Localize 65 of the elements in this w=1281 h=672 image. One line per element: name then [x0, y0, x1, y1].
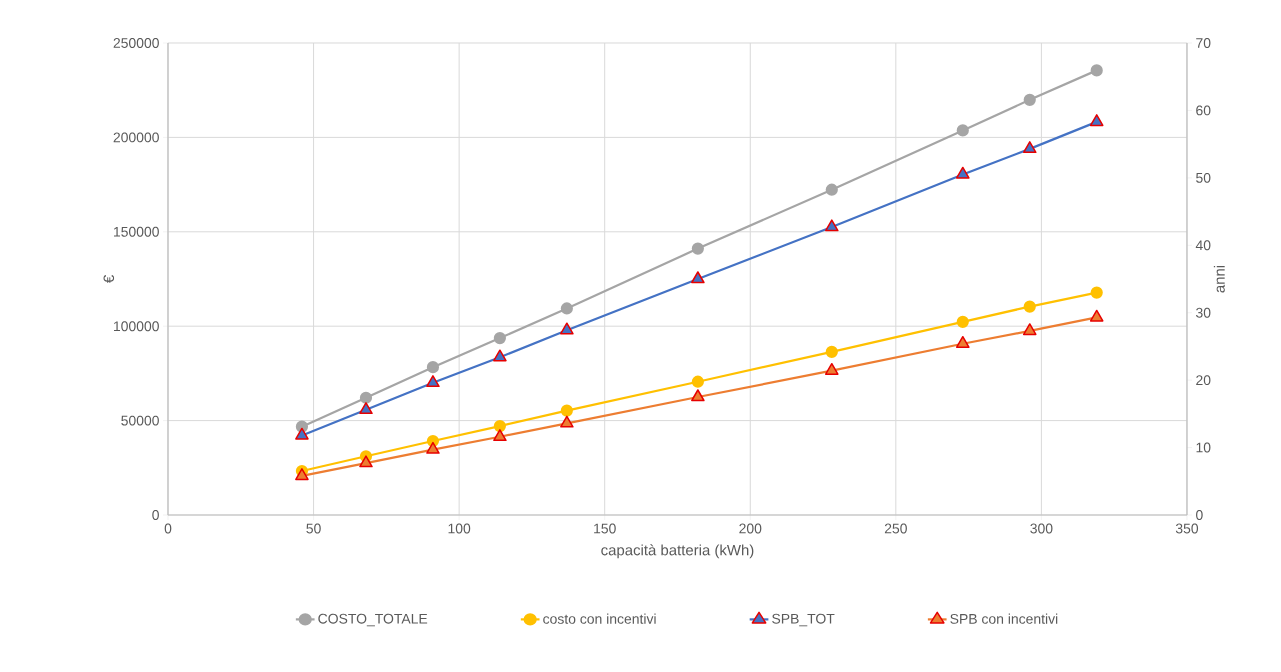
x-tick-label: 100 — [448, 523, 471, 534]
point — [560, 415, 574, 428]
point — [691, 242, 704, 255]
point — [295, 427, 309, 440]
point — [825, 345, 838, 358]
point — [1090, 286, 1103, 299]
x-tick-label: 350 — [1175, 523, 1199, 534]
x-tick-label: 300 — [1030, 523, 1053, 534]
point — [1022, 323, 1037, 336]
point — [493, 429, 507, 442]
point — [691, 271, 705, 284]
point — [691, 375, 704, 388]
y-tick-label: 150000 — [114, 226, 159, 237]
y2-tick-label: 60 — [1196, 105, 1211, 116]
y2-tick-label: 40 — [1195, 240, 1211, 251]
y-axis-title: € — [103, 275, 115, 284]
point — [825, 183, 838, 196]
point — [824, 219, 839, 232]
y2-tick-label: 0 — [1196, 510, 1203, 520]
point — [493, 349, 507, 362]
legend-label: SPB con incentivi — [950, 613, 1058, 624]
point — [560, 404, 573, 417]
point — [956, 124, 969, 137]
point — [1022, 141, 1037, 154]
point — [493, 331, 506, 345]
x-tick-label: 250 — [884, 523, 907, 534]
y2-tick-label: 10 — [1196, 442, 1211, 453]
point — [426, 361, 440, 374]
point — [359, 391, 373, 404]
legend-label: COSTO_TOTALE — [318, 613, 428, 627]
y2-axis-title: anni — [1213, 265, 1225, 293]
point — [426, 441, 440, 454]
point — [824, 362, 839, 375]
point — [493, 419, 506, 433]
y2-tick-label: 30 — [1196, 307, 1211, 318]
point — [955, 166, 970, 179]
point — [426, 375, 440, 388]
point — [1090, 64, 1103, 77]
x-tick-label: 150 — [594, 523, 616, 534]
x-tick-label: 0 — [164, 523, 172, 534]
x-axis-title: capacità batteria (kWh) — [601, 544, 754, 559]
y-tick-label: 250000 — [113, 38, 159, 48]
y-tick-label: 100000 — [114, 321, 159, 332]
y-tick-label: 200000 — [113, 132, 159, 143]
x-tick-label: 50 — [306, 523, 321, 534]
point — [691, 389, 705, 402]
point — [1089, 114, 1104, 127]
point — [295, 468, 309, 481]
point — [560, 302, 573, 315]
point — [359, 402, 373, 415]
y2-tick-label: 20 — [1196, 375, 1211, 386]
point — [1089, 309, 1104, 322]
point — [1023, 93, 1036, 106]
point — [1023, 300, 1036, 313]
legend-label: costo con incentivi — [543, 613, 656, 624]
x-tick-label: 200 — [739, 523, 762, 534]
y-tick-label: 0 — [152, 510, 159, 520]
y-tick-label: 50000 — [121, 415, 159, 426]
legend-label: SPB_TOT — [772, 613, 835, 627]
y2-tick-label: 50 — [1196, 172, 1211, 183]
point — [955, 335, 970, 348]
y2-tick-label: 70 — [1196, 38, 1211, 48]
point — [956, 315, 969, 328]
point — [359, 455, 373, 468]
point — [560, 322, 574, 335]
